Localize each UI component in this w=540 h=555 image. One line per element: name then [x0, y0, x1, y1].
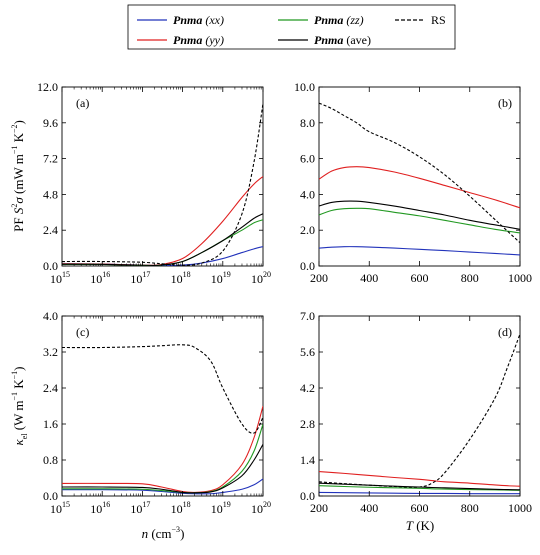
- series-line-xx: [319, 246, 520, 256]
- y-tick-label: 0.0: [300, 259, 315, 273]
- x-tick-label: 600: [411, 271, 429, 285]
- y-tick-label: 3.2: [43, 345, 58, 359]
- series-line-ave: [319, 200, 520, 230]
- x-tick-label: 1017: [130, 500, 150, 516]
- panel-b: 0.0 2.0 4.0 6.0 8.0 10.0 200 400 600 800 1000 (b): [294, 80, 532, 285]
- axis-titles: PF S2σ (mW m−1 K−2) κel (W m−1 K−1) n (cm−…: [10, 120, 434, 541]
- series-line-xx: [319, 491, 520, 495]
- plot-frame: [61, 86, 264, 267]
- series-line-rs: [62, 103, 263, 266]
- x-tick-label: 800: [461, 501, 479, 515]
- series-group: [62, 103, 263, 266]
- x-tick-label: 1017: [130, 270, 150, 286]
- panel-c: 0.0 0.8 1.6 2.4 3.2 4.0 1015 1016 1017 1018 1019 10…: [43, 309, 271, 516]
- series-line-yy: [62, 176, 263, 266]
- y-tick-label: 4.0: [43, 309, 58, 323]
- x-tick-label: 1000: [508, 501, 532, 515]
- panel-label: (a): [76, 96, 89, 110]
- legend-entry-zz: Pnma (zz): [278, 13, 364, 27]
- series-line-xx: [62, 478, 263, 495]
- legend-entry-yy: Pnma (yy): [137, 33, 224, 47]
- series-line-zz: [319, 207, 520, 234]
- x-tick-label: 400: [360, 501, 378, 515]
- series-group: [319, 102, 520, 256]
- series-line-yy: [319, 166, 520, 209]
- x-tick-label: 1016: [90, 270, 110, 286]
- panel-label: (b): [498, 96, 512, 110]
- series-line-yy: [319, 471, 520, 487]
- y-tick-label: 2.0: [300, 223, 315, 237]
- x-tick-label: 1019: [211, 270, 231, 286]
- y-tick-label: 8.0: [300, 116, 315, 130]
- y-tick-label: 10.0: [294, 80, 315, 94]
- y-tick-label: 4.2: [300, 381, 315, 395]
- series-group: [319, 333, 520, 495]
- y-tick-label: 0.0: [43, 489, 58, 503]
- y-tick-label: 9.6: [43, 116, 58, 130]
- y-tick-label: 1.4: [300, 453, 315, 467]
- panel-label: (d): [498, 325, 512, 339]
- plot-frame: [318, 315, 521, 497]
- legend-box: [127, 4, 456, 50]
- y-tick-label: 2.4: [43, 223, 58, 237]
- legend-label-yy: Pnma (yy): [173, 33, 224, 47]
- legend-entry-xx: Pnma (xx): [137, 13, 224, 27]
- x-tick-label: 1020: [251, 270, 271, 286]
- y-tick-label: 1.6: [43, 417, 58, 431]
- y-tick-label: 0.0: [43, 259, 58, 273]
- x-tick-label: 1019: [211, 500, 231, 516]
- legend-label-ave: Pnma (ave): [314, 33, 371, 47]
- x-tick-label: 400: [360, 271, 378, 285]
- legend-label-zz: Pnma (zz): [314, 13, 364, 27]
- y-tick-label: 12.0: [37, 80, 58, 94]
- panel-a: 0.0 2.4 4.8 7.2 9.6 12.0 1015 1016 1017 1018 1019 1…: [37, 80, 271, 286]
- plot-frame: [318, 86, 521, 267]
- x-tick-label: 600: [411, 501, 429, 515]
- plot-frame: [61, 315, 264, 497]
- series-line-rs: [319, 333, 520, 488]
- series-line-rs: [62, 344, 263, 434]
- x-axis-title-left: n (cm−3): [142, 525, 185, 541]
- y-tick-label: 6.0: [300, 152, 315, 166]
- legend-entry-rs: RS: [395, 13, 446, 27]
- y-axis-title-top: PF S2σ (mW m−1 K−2): [10, 120, 26, 232]
- series-line-ave: [62, 213, 263, 266]
- x-tick-label: 200: [310, 271, 328, 285]
- series-line-ave: [62, 443, 263, 494]
- x-tick-label: 1018: [171, 500, 191, 516]
- y-tick-label: 2.4: [43, 381, 58, 395]
- legend-entry-ave: Pnma (ave): [278, 33, 371, 47]
- y-tick-label: 0.8: [43, 453, 58, 467]
- legend-label-rs: RS: [431, 13, 446, 27]
- y-tick-label: 4.0: [300, 187, 315, 201]
- panel-d: 0.0 1.4 2.8 4.2 5.6 7.0 200 400 600 800 1000 (d): [300, 309, 532, 515]
- x-tick-label: 1000: [508, 271, 532, 285]
- legend: Pnma (xx) Pnma (yy) Pnma (zz) Pnma (ave) RS: [127, 4, 456, 50]
- x-axis-title-right: T (K): [406, 518, 435, 533]
- series-line-rs: [319, 102, 520, 244]
- series-line-zz: [62, 219, 263, 266]
- x-tick-label: 1020: [251, 500, 271, 516]
- y-tick-label: 2.8: [300, 417, 315, 431]
- series-group: [62, 344, 263, 495]
- y-tick-label: 0.0: [300, 489, 315, 503]
- series-line-ave: [319, 482, 520, 491]
- x-tick-label: 1015: [50, 270, 70, 286]
- x-tick-label: 1016: [90, 500, 110, 516]
- y-axis-title-bottom: κel (W m−1 K−1): [10, 366, 29, 445]
- x-tick-label: 1015: [50, 500, 70, 516]
- panel-label: (c): [76, 325, 89, 339]
- x-tick-label: 200: [310, 501, 328, 515]
- y-tick-label: 4.8: [43, 187, 58, 201]
- legend-label-xx: Pnma (xx): [173, 13, 224, 27]
- y-tick-label: 7.2: [43, 152, 58, 166]
- x-tick-label: 1018: [171, 270, 191, 286]
- y-tick-label: 7.0: [300, 309, 315, 323]
- x-tick-label: 800: [461, 271, 479, 285]
- panels: 0.0 2.4 4.8 7.2 9.6 12.0 1015 1016 1017 1018 1019 1…: [37, 80, 532, 516]
- y-tick-label: 5.6: [300, 345, 315, 359]
- series-line-xx: [62, 246, 263, 266]
